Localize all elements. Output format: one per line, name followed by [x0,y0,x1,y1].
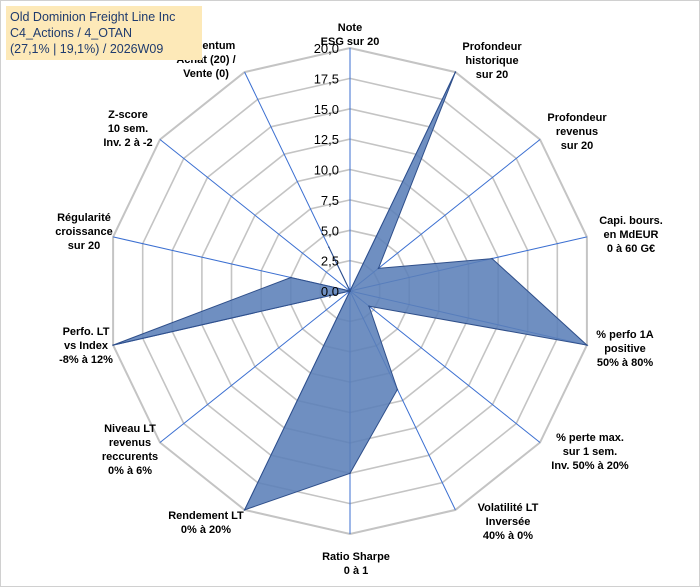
axis-label: Profondeur historique sur 20 [462,41,522,81]
axis-spoke [159,290,351,443]
tick-label: 12,5 [314,132,339,147]
tick-label: 20,0 [314,41,339,56]
axis-label: Niveau LT revenus reccurents 0% à 6% [102,423,158,477]
data-point [368,305,370,308]
axis-label: Rendement LT 0% à 20% [168,510,244,536]
data-point [349,472,351,475]
data-point [586,344,588,346]
tick-label: 0,0 [321,284,339,299]
data-point [328,246,330,248]
axis-label: Capi. bours. en MdEUR 0 à 60 G€ [599,215,663,255]
tick-label: 2,5 [321,254,339,269]
data-point [243,509,246,511]
axis-label: Régularité croissance sur 20 [55,212,112,252]
radar-tick-labels: 0,0 2,5 5,0 7,5 10,0 12,5 15,0 17,5 20,0 [314,41,339,299]
tick-label: 5,0 [321,223,339,238]
axis-label: Volatilité LT Inversée 40% à 0% [478,502,539,542]
axis-label: Z-score 10 sem. Inv. 2 à -2 [103,109,152,149]
axis-label: % perte max. sur 1 sem. Inv. 50% à 20% [551,432,629,472]
chart-title-box: Old Dominion Freight Line Inc C4_Actions… [6,6,202,60]
stats-line: (27,1% | 19,1%) / 2026W09 [10,42,164,56]
axis-label: % perfo 1A positive 50% à 80% [596,329,654,369]
data-point [396,388,399,391]
axis-label: Perfo. LT vs Index -8% à 12% [59,326,113,366]
category-path: C4_Actions / 4_OTAN [10,26,133,40]
axis-label: Profondeur revenus sur 20 [547,112,607,152]
data-point [491,257,493,260]
radar-series [112,71,589,511]
axis-label: Note ESG sur 20 [321,22,380,48]
axis-spoke [349,139,541,292]
tick-label: 10,0 [314,163,339,178]
axis-spoke [349,290,541,443]
data-point [454,71,457,73]
radar-axis-labels: Note ESG sur 20 Profondeur historique sur 20… [55,22,663,577]
company-name: Old Dominion Freight Line Inc [10,10,176,24]
axis-spoke [159,139,351,292]
tick-label: 7,5 [321,193,339,208]
data-point [112,344,114,346]
tick-label: 17,5 [314,71,339,86]
data-point [377,267,380,270]
data-point [290,276,292,279]
tick-label: 15,0 [314,102,339,117]
axis-label: Ratio Sharpe 0 à 1 [322,551,390,577]
data-point [349,290,351,292]
